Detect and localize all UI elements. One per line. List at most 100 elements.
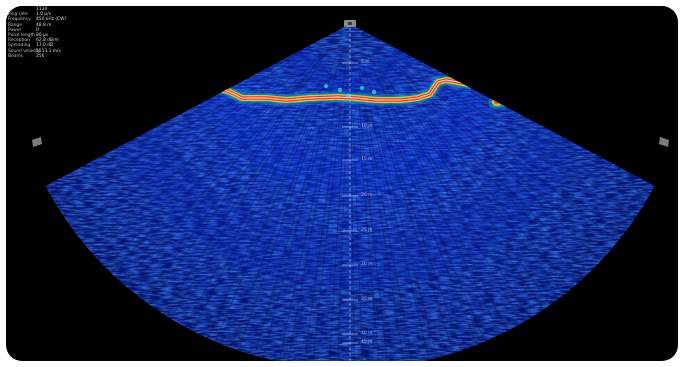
beam-streak <box>371 101 446 356</box>
beam-streak <box>238 124 317 351</box>
beam-streak <box>352 114 364 361</box>
beam-streak <box>391 128 478 345</box>
beam-streak <box>192 75 324 332</box>
status-label: Beams <box>8 53 23 59</box>
status-label: Spreading <box>8 43 31 49</box>
beam-streak <box>370 80 470 348</box>
status-value: 256 <box>36 53 45 59</box>
beam-streak <box>389 106 501 335</box>
range-label: 15 m <box>361 157 373 162</box>
range-label: 30 m <box>361 262 373 267</box>
beam-streak <box>396 96 537 315</box>
beam-streak <box>430 103 596 268</box>
status-label: Power <box>8 27 22 33</box>
beam-streak <box>402 86 571 290</box>
beam-streak <box>104 86 288 268</box>
beam-streak <box>350 61 355 361</box>
status-value: 80 µs <box>36 33 49 39</box>
status-label: Reception <box>8 38 30 44</box>
status-label: Sound velocity <box>8 48 41 54</box>
fan-speckle-texture <box>45 24 655 361</box>
beam-streak <box>199 123 303 335</box>
status-row: Spreading 17.0 dB <box>8 43 66 48</box>
beam-streak <box>177 60 330 324</box>
echo-core <box>193 79 469 101</box>
beam-streak <box>76 81 276 236</box>
range-label: 45 m <box>361 340 373 345</box>
beam-streak <box>363 108 405 361</box>
range-label: 35 m <box>361 297 373 302</box>
beam-streak <box>295 139 333 361</box>
echo-strong <box>494 98 548 108</box>
beam-streak <box>71 47 318 229</box>
beam-streak <box>214 57 336 342</box>
beam-streak <box>370 123 422 361</box>
beam-streak <box>389 76 558 301</box>
status-row: 1134 <box>8 7 66 12</box>
status-row: Sound velocity 1513.1 m/s <box>8 49 66 54</box>
beam-streak <box>328 82 347 361</box>
echo-scatter-point <box>323 83 329 89</box>
status-panel: 1134 Ping rate 1.0 p/s Frequency 450 kHz (CW… <box>8 7 66 59</box>
beam-streak <box>45 62 277 187</box>
beam-streak <box>286 86 339 361</box>
status-value: 450 kHz (CW) <box>36 17 67 23</box>
beam-streak <box>423 72 638 216</box>
echo-mid <box>492 96 550 110</box>
right-sector-handle-icon[interactable] <box>659 137 669 147</box>
echo-scatter-point <box>337 87 343 93</box>
status-row: Beams 256 <box>8 54 66 59</box>
beam-streak <box>320 119 343 361</box>
beam-streak <box>262 106 329 358</box>
left-sector-handle-icon[interactable] <box>32 137 42 147</box>
beam-streak <box>362 65 454 354</box>
beam-streak <box>246 89 330 354</box>
status-row: Power 0 <box>8 28 66 33</box>
status-value: 1134 <box>36 7 48 12</box>
beam-streak <box>184 107 305 328</box>
beam-streak <box>409 107 551 306</box>
status-value: 48.8 m <box>36 22 52 28</box>
echo-halo <box>489 93 553 113</box>
status-row: Range 48.8 m <box>8 23 66 28</box>
beam-streak <box>357 93 389 361</box>
sonar-head-icon[interactable] <box>344 20 356 27</box>
beam-streak <box>135 89 299 295</box>
beam-streak <box>254 54 342 356</box>
beam-streak <box>392 50 643 209</box>
beam-streak <box>374 72 508 332</box>
range-ring-band <box>85 24 615 289</box>
beam-streak <box>391 67 590 273</box>
sonar-fan <box>32 20 669 361</box>
sonar-fan-view[interactable] <box>6 6 678 361</box>
beam-streak <box>345 98 350 361</box>
status-value: 17.0 dB <box>36 43 53 49</box>
sonar-display[interactable]: 1134 Ping rate 1.0 p/s Frequency 450 kHz (CW… <box>6 6 678 361</box>
beam-streak <box>207 91 320 339</box>
beam-streak <box>116 101 280 279</box>
beam-streak <box>62 87 255 216</box>
status-row: Pulse length 80 µs <box>8 33 66 38</box>
beam-streak <box>303 103 340 361</box>
status-value: 1513.1 m/s <box>36 48 61 54</box>
beam-streak <box>378 43 633 223</box>
beam-streak <box>415 95 584 279</box>
beam-streak <box>57 56 298 209</box>
status-row: Reception 62.8 dB/m <box>8 38 66 43</box>
beam-streak <box>82 59 307 243</box>
status-label: Pulse length <box>8 33 35 39</box>
range-label: 20 m <box>361 193 373 198</box>
beam-streak <box>435 90 624 236</box>
beam-streak <box>278 122 330 361</box>
beam-streak <box>87 95 267 249</box>
status-row: Ping rate 1.0 p/s <box>8 12 66 17</box>
echo-scatter-point <box>371 89 377 95</box>
beam-streak <box>122 74 306 285</box>
beam-streak <box>420 84 613 249</box>
beam-streak <box>358 72 414 361</box>
beam-streak <box>156 75 316 310</box>
beam-streak <box>352 77 372 361</box>
beam-streak <box>170 91 310 319</box>
status-label: Frequency <box>8 17 31 23</box>
beam-streak <box>358 130 380 361</box>
